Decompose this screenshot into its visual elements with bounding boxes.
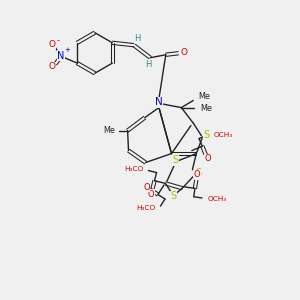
- Text: +: +: [64, 47, 70, 53]
- Text: Me: Me: [200, 104, 212, 113]
- Text: H₃CO: H₃CO: [136, 206, 155, 212]
- Text: S: S: [172, 155, 178, 166]
- Text: -: -: [57, 36, 60, 45]
- Text: Me: Me: [103, 126, 115, 135]
- Text: H: H: [146, 60, 152, 69]
- Text: N: N: [57, 51, 64, 61]
- Text: O: O: [48, 40, 55, 49]
- Text: S: S: [204, 130, 210, 140]
- Text: H: H: [134, 34, 141, 43]
- Text: O: O: [194, 170, 200, 179]
- Text: O: O: [148, 190, 154, 199]
- Text: O: O: [49, 62, 56, 71]
- Text: H₃CO: H₃CO: [124, 166, 143, 172]
- Text: O: O: [143, 183, 150, 192]
- Text: N: N: [155, 97, 163, 107]
- Text: Me: Me: [199, 92, 211, 101]
- Text: S: S: [170, 191, 176, 201]
- Text: OCH₃: OCH₃: [207, 196, 226, 202]
- Text: O: O: [204, 154, 211, 164]
- Text: S: S: [195, 168, 201, 178]
- Text: OCH₃: OCH₃: [213, 132, 232, 138]
- Text: O: O: [181, 48, 188, 57]
